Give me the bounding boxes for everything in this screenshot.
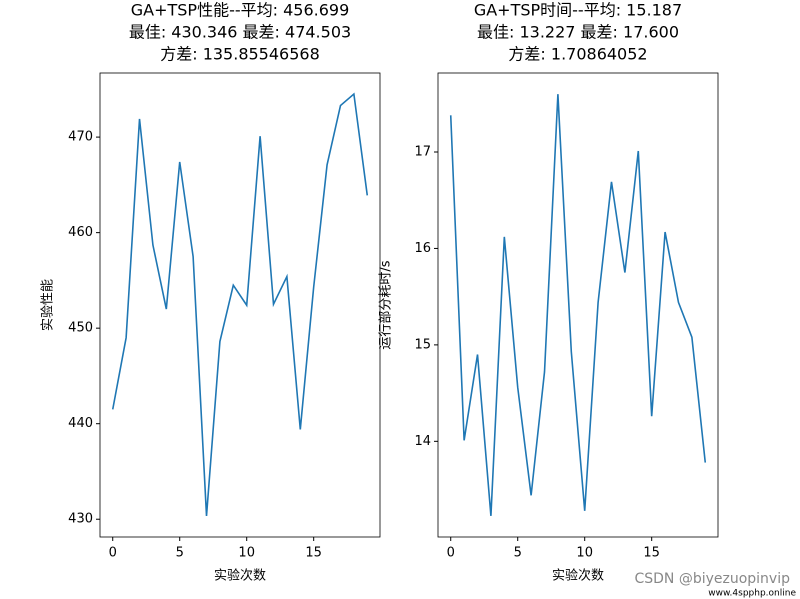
watermark: CSDN @biyezuopinvip [634,571,790,587]
x-axis-label: 实验次数 [214,568,266,584]
y-tick-label: 470 [68,130,93,145]
x-axis-label: 实验次数 [552,568,604,584]
axes-frame [437,72,719,538]
x-tick-label: 5 [176,546,184,561]
chart-title: 最佳: 13.227 最差: 17.600 [477,23,679,42]
chart-title: GA+TSP性能--平均: 456.699 [131,1,350,20]
y-tick-label: 450 [68,321,93,336]
y-axis-label: 运行部分耗时/s [379,260,394,349]
y-tick-label: 430 [68,512,93,527]
axes-frame [99,72,381,538]
y-tick-label: 14 [414,434,431,449]
x-tick-label: 5 [514,546,522,561]
chart-title: 方差: 135.85546568 [160,45,320,64]
y-tick-label: 17 [414,144,431,159]
x-tick-label: 10 [238,546,255,561]
y-tick-label: 16 [414,241,431,256]
y-tick-label: 440 [68,416,93,431]
y-tick-label: 460 [68,225,93,240]
chart-title: 最佳: 430.346 最差: 474.503 [129,23,351,42]
x-tick-label: 15 [305,546,322,561]
data-line [111,92,369,516]
data-line [449,94,707,516]
x-tick-label: 0 [447,546,455,561]
chart-title: GA+TSP时间--平均: 15.187 [474,1,682,20]
x-tick-label: 15 [643,546,660,561]
y-tick-label: 15 [414,337,431,352]
chart-title: 方差: 1.70864052 [508,45,647,64]
x-tick-label: 10 [576,546,593,561]
x-tick-label: 0 [109,546,117,561]
site-watermark: www.4spphp.online [708,589,796,599]
y-axis-label: 实验性能 [40,279,56,331]
